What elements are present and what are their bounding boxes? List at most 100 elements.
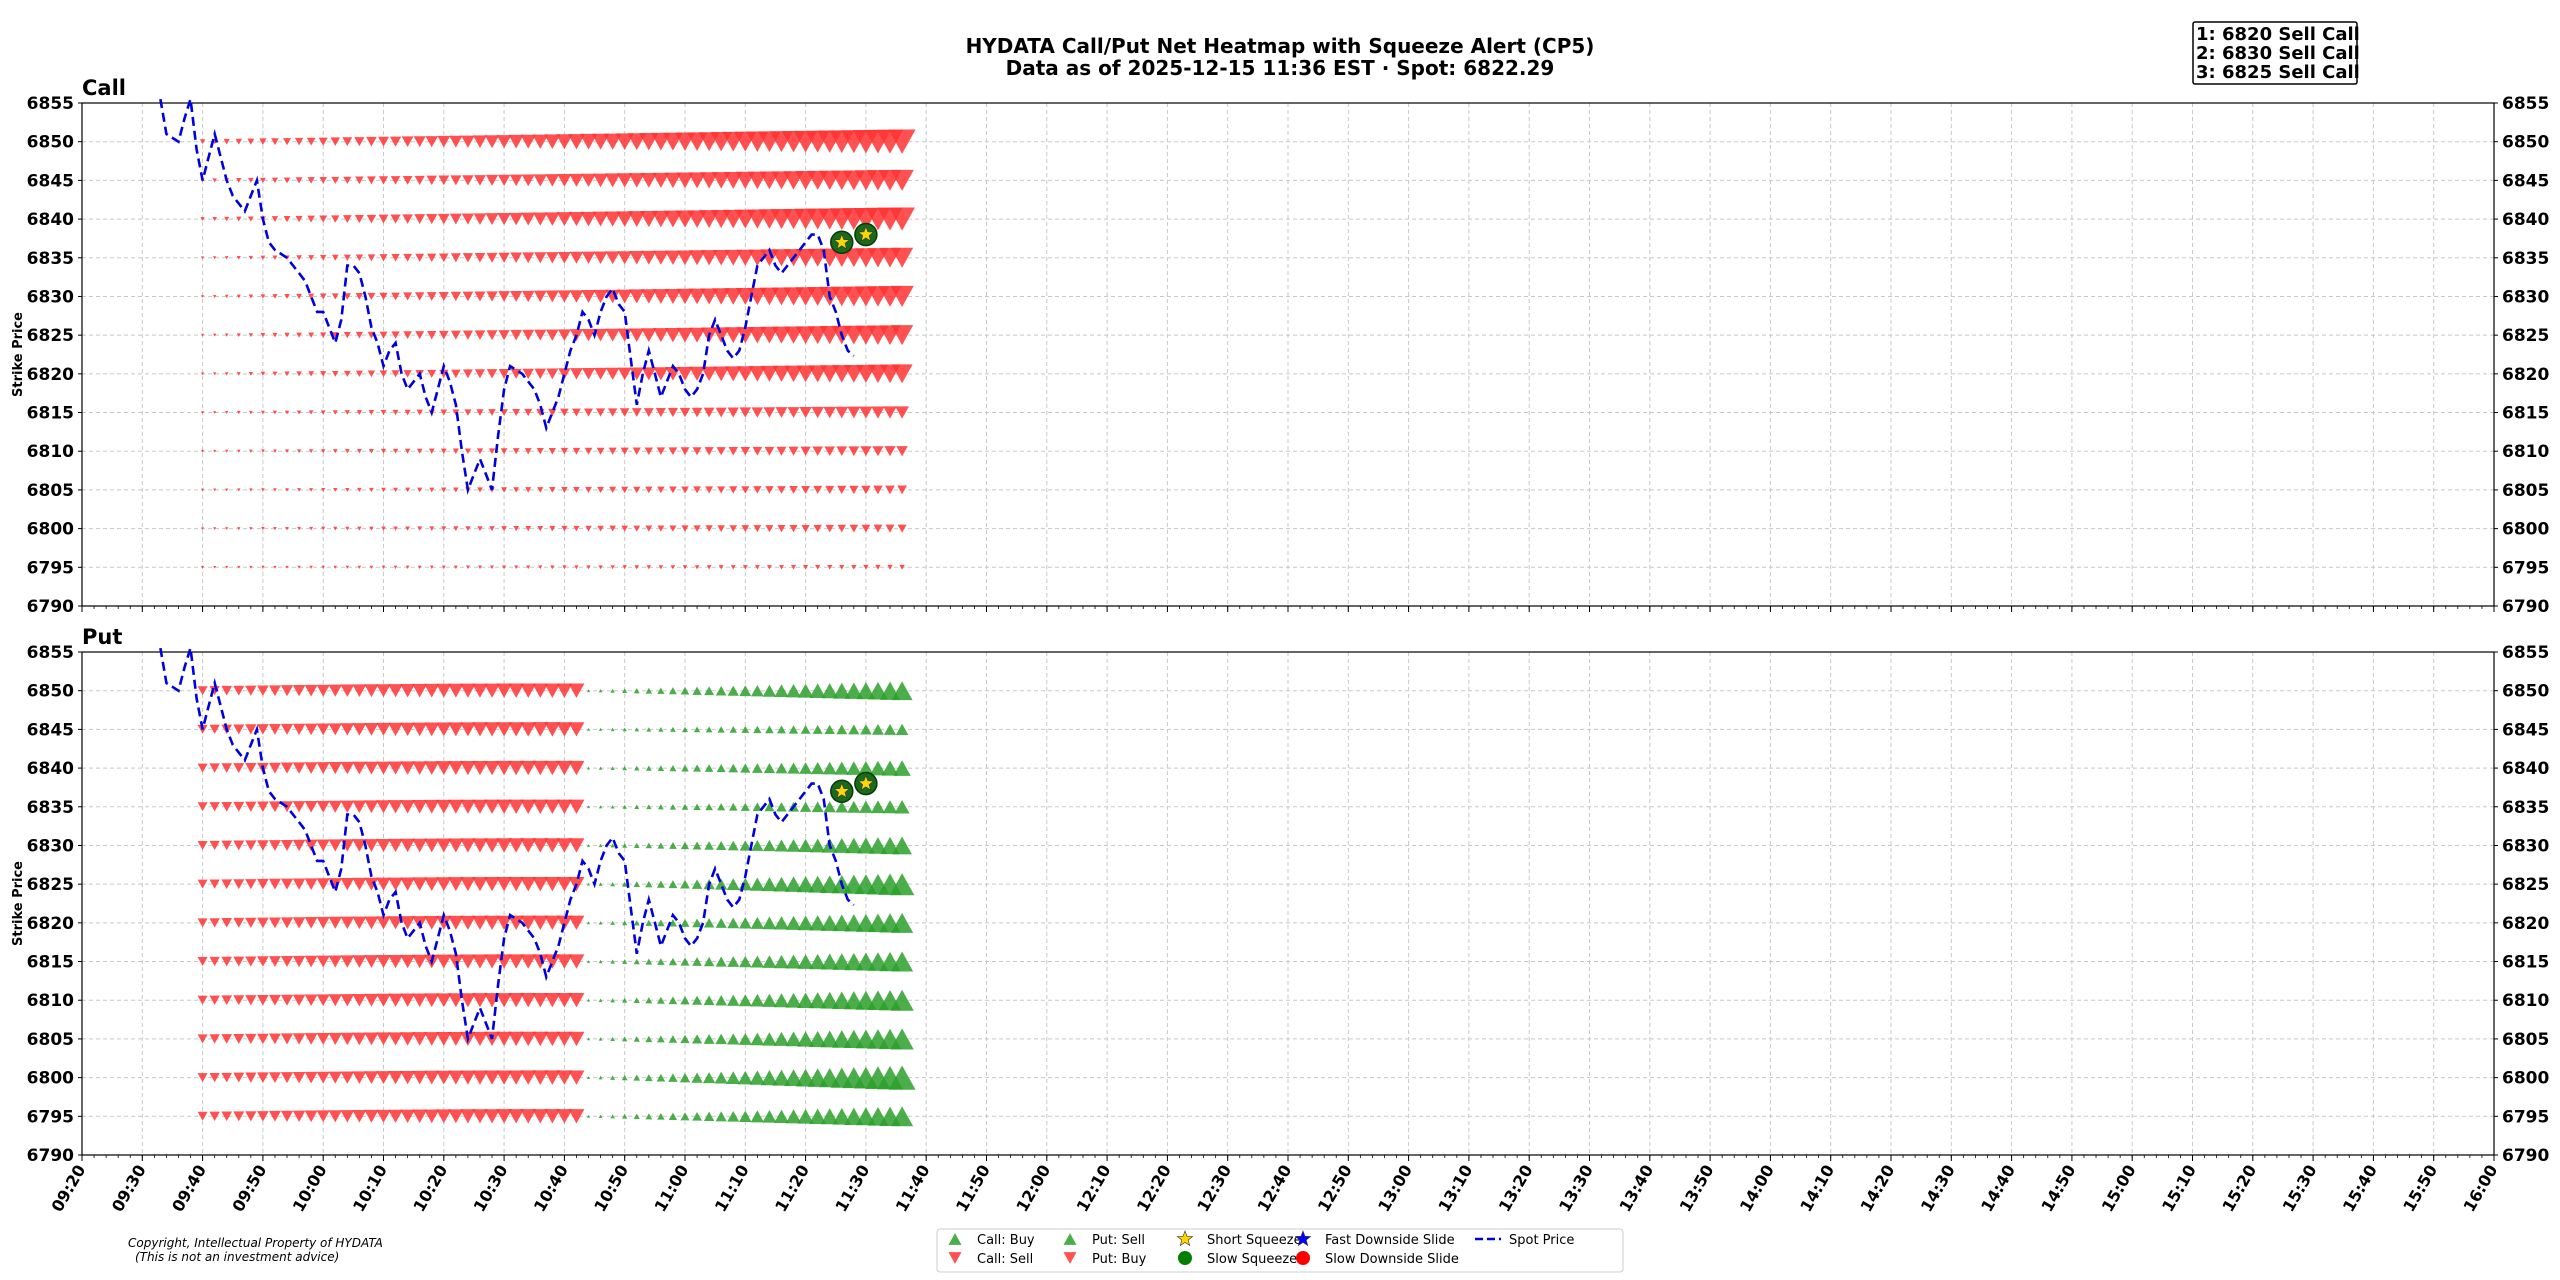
flow-marker <box>213 527 217 531</box>
flow-marker <box>460 722 476 737</box>
flow-marker <box>391 370 400 378</box>
flow-marker <box>676 288 694 305</box>
flow-marker <box>680 957 690 966</box>
flow-marker <box>221 801 233 812</box>
flow-marker <box>785 992 802 1008</box>
flow-marker <box>532 760 549 776</box>
flow-marker <box>556 876 573 892</box>
flow-marker <box>424 993 440 1008</box>
flow-marker <box>882 800 898 814</box>
flow-marker <box>750 684 764 697</box>
flow-marker <box>622 765 628 771</box>
flow-marker <box>520 838 537 853</box>
flow-marker <box>376 761 391 775</box>
flow-marker <box>412 1070 428 1085</box>
flow-marker <box>726 1071 741 1084</box>
flow-marker <box>496 1031 513 1047</box>
flow-marker <box>787 762 800 774</box>
flow-marker <box>532 1070 549 1085</box>
flow-marker <box>584 408 593 417</box>
flow-marker <box>703 956 715 967</box>
x-tick-label: 13:20 <box>1495 1162 1537 1216</box>
flow-marker <box>261 527 265 531</box>
flow-marker <box>213 565 217 569</box>
flow-marker <box>775 762 788 774</box>
flow-marker <box>427 369 437 378</box>
flow-marker <box>632 447 641 455</box>
flow-marker <box>412 877 428 891</box>
flow-marker <box>236 372 241 376</box>
x-tick-label: 10:40 <box>530 1162 572 1216</box>
flow-marker <box>520 799 537 814</box>
flow-marker <box>224 333 229 337</box>
flow-marker <box>212 333 217 337</box>
flow-marker <box>498 369 510 379</box>
flow-marker <box>388 1032 403 1046</box>
flow-marker <box>680 918 690 927</box>
flow-marker <box>237 410 241 415</box>
flow-marker <box>485 174 499 186</box>
flow-marker <box>813 524 822 533</box>
flow-marker <box>225 411 229 415</box>
flow-marker <box>296 255 302 261</box>
flow-marker <box>340 1071 355 1084</box>
flow-marker <box>429 526 435 531</box>
flow-marker <box>268 801 281 813</box>
flow-marker <box>484 1070 500 1085</box>
flow-marker <box>848 446 860 457</box>
flow-marker <box>716 447 726 456</box>
flow-marker <box>676 172 694 189</box>
flow-marker <box>344 449 350 454</box>
flow-marker <box>245 724 257 735</box>
flow-marker <box>209 956 220 967</box>
flow-marker <box>706 565 712 570</box>
flow-marker <box>538 565 543 570</box>
flow-marker <box>568 722 585 737</box>
flow-marker <box>593 367 608 380</box>
flow-marker <box>668 447 678 456</box>
flow-marker <box>764 446 775 456</box>
flow-marker <box>691 1072 703 1083</box>
flow-marker <box>522 329 535 341</box>
flow-marker <box>633 958 640 965</box>
flow-marker <box>292 839 306 852</box>
flow-marker <box>823 801 836 813</box>
flow-marker <box>436 722 452 737</box>
flow-marker <box>681 803 689 810</box>
flow-marker <box>689 366 705 381</box>
flow-marker <box>237 565 241 569</box>
legend-item: Spot Price <box>1475 1233 1574 1248</box>
flow-marker <box>249 527 253 531</box>
flow-marker <box>225 488 229 492</box>
flow-marker <box>209 1034 220 1044</box>
flow-marker <box>437 213 450 225</box>
flow-marker <box>774 839 789 852</box>
y-tick-label-right: 6815 <box>2502 404 2549 424</box>
flow-marker <box>546 252 559 264</box>
flow-marker <box>715 407 727 418</box>
flow-marker <box>693 803 701 811</box>
flow-marker <box>428 448 435 454</box>
flow-marker <box>810 838 826 853</box>
flow-marker <box>598 689 603 693</box>
copyright-line1: Copyright, Intellectual Property of HYDA… <box>128 1236 383 1250</box>
flow-marker <box>462 330 474 340</box>
flow-marker <box>436 877 452 892</box>
y-tick-label-right: 6810 <box>2502 442 2549 462</box>
flow-marker <box>664 172 682 189</box>
flow-marker <box>586 844 591 847</box>
flow-marker <box>369 526 374 531</box>
flow-marker <box>777 725 786 734</box>
flow-marker <box>268 1033 281 1045</box>
flow-marker <box>727 1033 740 1045</box>
flow-marker <box>668 880 678 889</box>
flow-marker <box>500 448 508 455</box>
flow-marker <box>388 684 403 698</box>
flow-marker <box>705 726 713 733</box>
flow-marker <box>544 915 561 931</box>
flow-marker <box>284 332 290 338</box>
flow-marker <box>412 993 428 1007</box>
flow-marker <box>713 366 730 382</box>
flow-marker <box>304 955 318 968</box>
flow-marker <box>280 994 294 1006</box>
